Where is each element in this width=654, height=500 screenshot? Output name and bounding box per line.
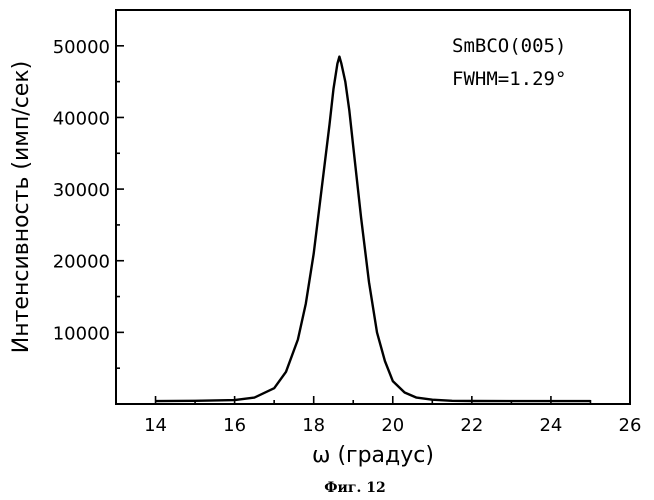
y-tick-label: 30000 bbox=[53, 180, 110, 201]
x-tick-label: 22 bbox=[460, 415, 483, 436]
y-tick-label: 10000 bbox=[53, 323, 110, 344]
figure-caption: Фиг. 12 bbox=[324, 480, 385, 496]
annotation-sample: SmBCO(005) bbox=[452, 35, 566, 57]
x-tick-label: 14 bbox=[144, 415, 167, 436]
annotation-fwhm: FWHM=1.29° bbox=[452, 68, 566, 90]
x-tick-label: 18 bbox=[302, 415, 325, 436]
y-tick-label: 40000 bbox=[53, 108, 110, 129]
series-line bbox=[156, 57, 591, 402]
x-axis-title: ω (градус) bbox=[312, 443, 434, 468]
x-tick-label: 20 bbox=[381, 415, 404, 436]
y-tick-label: 50000 bbox=[53, 37, 110, 58]
y-axis-title: Интенсивность (имп/сек) bbox=[9, 61, 34, 353]
x-tick-label: 16 bbox=[223, 415, 246, 436]
x-tick-label: 26 bbox=[619, 415, 642, 436]
ticks bbox=[116, 46, 630, 404]
x-tick-label: 24 bbox=[539, 415, 562, 436]
y-tick-label: 20000 bbox=[53, 252, 110, 273]
